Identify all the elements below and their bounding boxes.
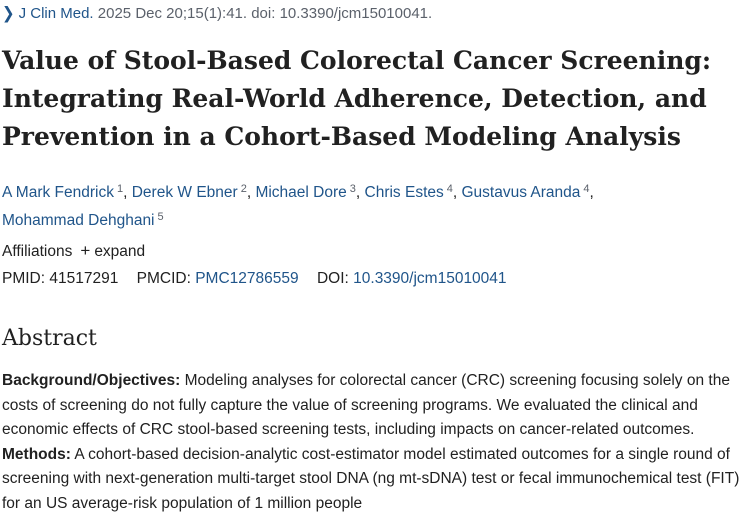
identifiers-row: PMID: 41517291 PMCID: PMC12786559 DOI: 1…	[2, 270, 507, 288]
author-link[interactable]: Chris Estes	[364, 184, 444, 201]
author-affiliation-ref[interactable]: 4	[446, 183, 453, 195]
author-link[interactable]: Gustavus Aranda	[461, 184, 581, 201]
citation-details: 2025 Dec 20;15(1):41. doi: 10.3390/jcm15…	[97, 5, 433, 22]
pmid-value: 41517291	[49, 270, 119, 287]
author-list: A Mark Fendrick 1, Derek W Ebner 2, Michae…	[2, 183, 594, 229]
author-affiliation-ref[interactable]: 2	[240, 183, 247, 195]
author-affiliation-ref[interactable]: 5	[157, 211, 164, 223]
article-title: Value of Stool-Based Colorectal Cancer S…	[2, 46, 712, 151]
doi-link[interactable]: 10.3390/jcm15010041	[353, 270, 507, 287]
affiliations-label: Affiliations	[2, 243, 73, 260]
chevron-right-icon[interactable]: ❯	[2, 4, 15, 23]
pmid-label: PMID:	[2, 270, 46, 287]
citation-line: ❯ J Clin Med. 2025 Dec 20;15(1):41. doi: …	[2, 4, 433, 23]
abstract-paragraph: Background/Objectives: Modeling analyses…	[2, 369, 744, 516]
expand-label: expand	[94, 243, 146, 260]
doi-label: DOI:	[316, 270, 349, 287]
author-link[interactable]: Michael Dore	[255, 184, 347, 201]
author-affiliation-ref[interactable]: 1	[116, 183, 124, 195]
pmcid-link[interactable]: PMC12786559	[195, 270, 299, 287]
author-link[interactable]: Derek W Ebner	[131, 184, 238, 201]
abstract-heading: Abstract	[2, 326, 97, 351]
methods-text: A cohort-based decision-analytic cost-es…	[2, 445, 740, 512]
pmcid-label: PMCID:	[136, 270, 191, 287]
methods-label: Methods:	[2, 445, 71, 463]
affiliations-expand-button[interactable]: + expand	[72, 241, 146, 260]
author-link[interactable]: A Mark Fendrick	[2, 184, 114, 201]
author-affiliation-ref[interactable]: 4	[583, 183, 590, 195]
background-text: Modeling analyses for colorectal cancer …	[2, 372, 730, 438]
journal-link[interactable]: J Clin Med.	[18, 5, 94, 22]
author-link[interactable]: Mohammad Dehghani	[2, 212, 155, 229]
plus-icon: +	[80, 241, 91, 260]
background-label: Background/Objectives:	[2, 372, 181, 389]
author-affiliation-ref[interactable]: 3	[349, 183, 356, 195]
affiliations-row: Affiliations + expand	[2, 241, 145, 261]
